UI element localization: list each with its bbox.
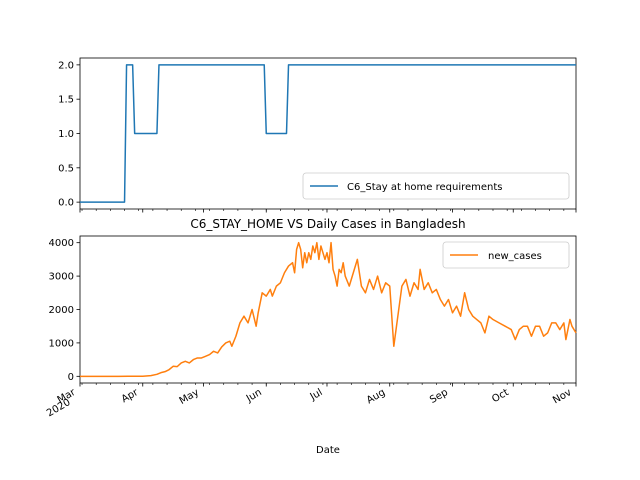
y-tick-label: 1.5	[58, 95, 74, 106]
y-tick-label: 4000	[49, 238, 74, 249]
bottom-series	[80, 241, 577, 378]
y-tick-label: 2.0	[58, 60, 74, 71]
top-x-ticks	[79, 209, 577, 213]
y-tick-label: 0	[68, 372, 74, 383]
top-legend-box	[302, 172, 570, 200]
y-tick-label: 0.5	[58, 163, 74, 174]
y-tick-label: 3000	[49, 272, 74, 283]
top-legend-label: C6_Stay at home requirements	[347, 182, 503, 193]
top-subplot: 0.0 0.5 1.0 1.5 2.0 C6_Stay at home requirem…	[58, 57, 577, 213]
bottom-legend-box	[442, 241, 570, 269]
top-legend: C6_Stay at home requirements	[302, 172, 570, 200]
y-tick-label: 1.0	[58, 129, 74, 140]
chart-title: C6_STAY_HOME VS Daily Cases in Banglades…	[190, 217, 465, 231]
top-series	[80, 64, 576, 203]
y-tick-label: 1000	[49, 338, 74, 349]
y-tick-label: 0.0	[58, 198, 74, 209]
stay-home-series-line	[80, 64, 576, 203]
new-cases-series-line	[80, 241, 577, 378]
top-y-ticks: 0.0 0.5 1.0 1.5 2.0	[58, 60, 80, 209]
bottom-legend: new_cases	[442, 241, 570, 269]
bottom-y-ticks: 0 1000 2000 3000 4000	[49, 238, 80, 383]
x-axis-label: Date	[316, 445, 340, 456]
y-tick-label: 2000	[49, 305, 74, 316]
bottom-legend-label: new_cases	[488, 251, 542, 262]
